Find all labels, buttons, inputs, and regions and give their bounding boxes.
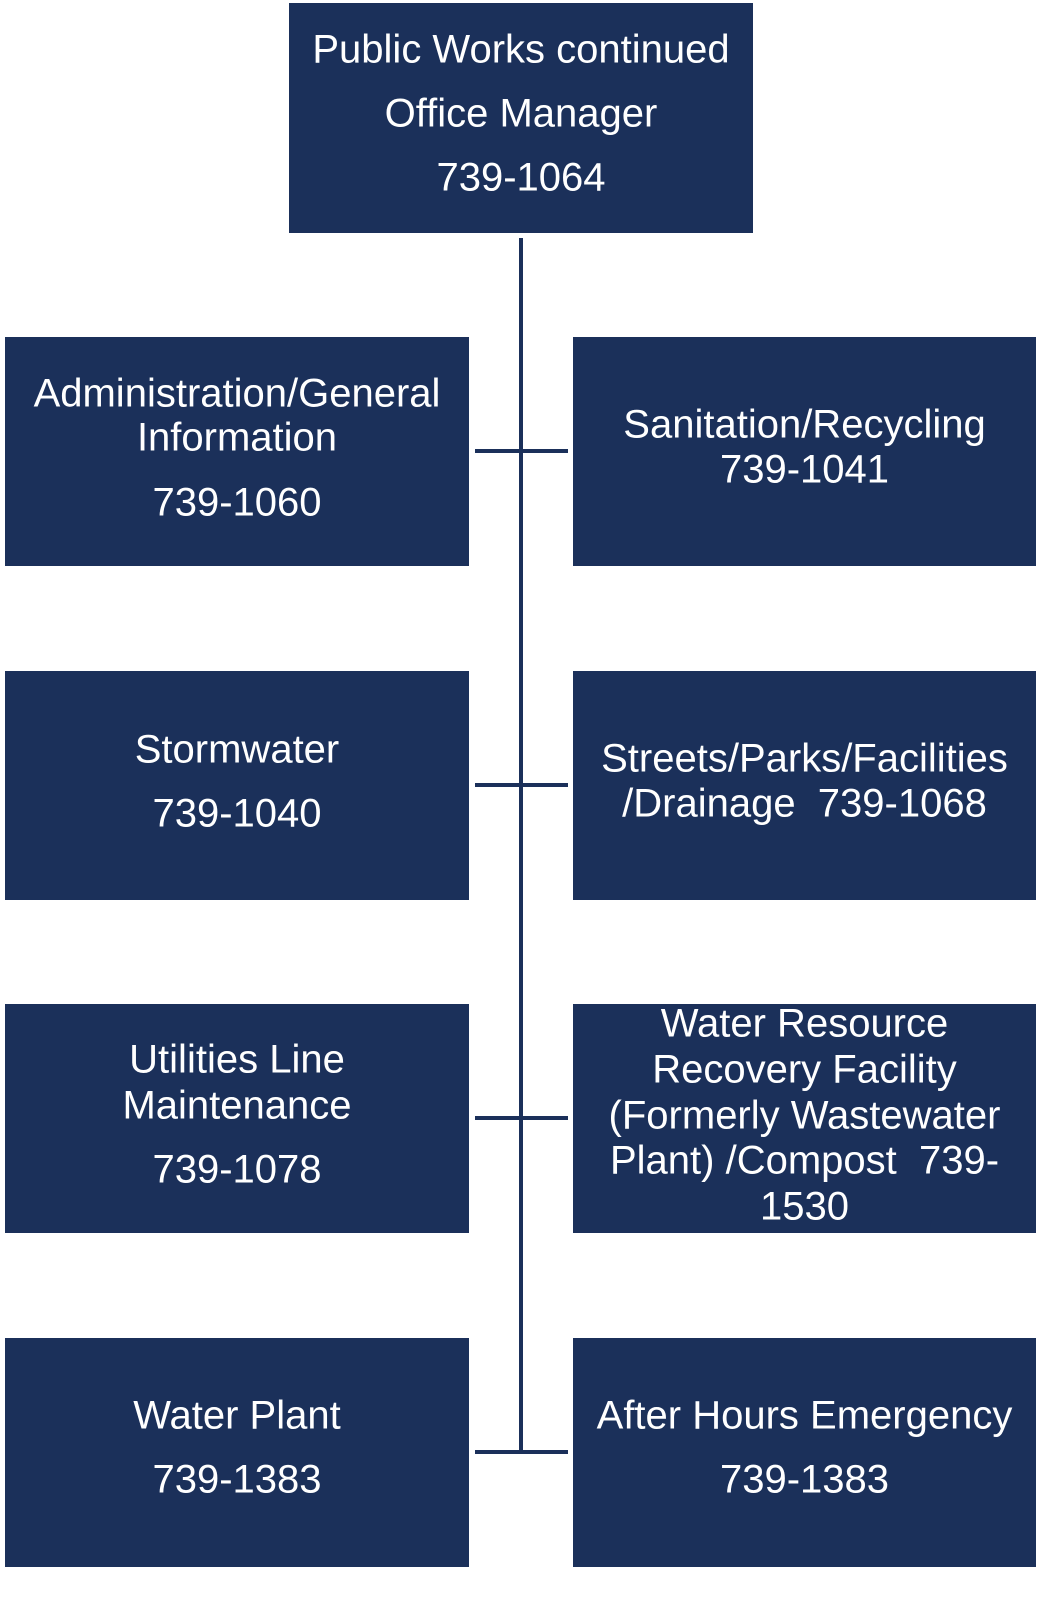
node-label: Streets/Parks/Facilities — [601, 737, 1008, 781]
node-box — [5, 671, 469, 900]
node-label: (Formerly Wastewater — [609, 1094, 1001, 1138]
node-label: 739-1060 — [152, 481, 321, 525]
node-label: Plant) /Compost 739- — [610, 1139, 999, 1183]
node-label: Water Resource — [661, 1002, 949, 1046]
node-box — [573, 671, 1036, 900]
node-label: Administration/General — [34, 372, 441, 416]
node-label: 739-1383 — [152, 1458, 321, 1502]
node-label: 1530 — [760, 1185, 849, 1229]
node-label: Sanitation/Recycling — [623, 403, 985, 447]
node-label: 739-1078 — [152, 1148, 321, 1192]
node-box — [5, 337, 469, 566]
node-label: Office Manager — [385, 92, 658, 136]
node-label: Recovery Facility — [652, 1048, 957, 1092]
node-label: Public Works continued — [312, 28, 729, 72]
node-box — [573, 1004, 1036, 1233]
node-box — [5, 1004, 469, 1233]
node-box — [289, 3, 753, 233]
node-box — [573, 1338, 1036, 1567]
node-label: After Hours Emergency — [597, 1394, 1013, 1438]
node-box — [5, 1338, 469, 1567]
node-label: 739-1064 — [436, 156, 605, 200]
node-label: Stormwater — [135, 728, 340, 772]
node-box — [573, 337, 1036, 566]
node-label: Information — [137, 416, 337, 460]
node-label: /Drainage 739-1068 — [622, 782, 987, 826]
node-label: Utilities Line — [129, 1038, 345, 1082]
node-label: Maintenance — [122, 1084, 351, 1128]
node-label: 739-1040 — [152, 792, 321, 836]
node-label: 739-1383 — [720, 1458, 889, 1502]
node-label: Water Plant — [133, 1394, 340, 1438]
node-label: 739-1041 — [720, 448, 889, 492]
